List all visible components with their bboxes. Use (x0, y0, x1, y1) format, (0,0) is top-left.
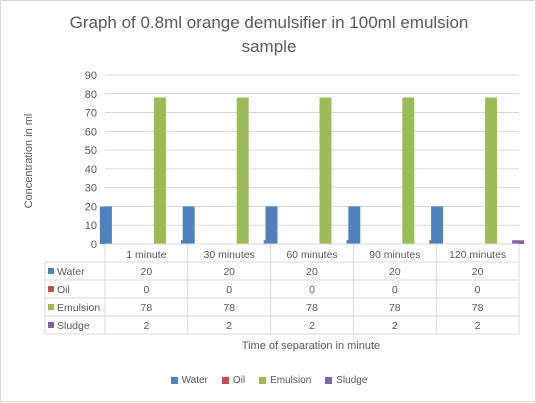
y-tick-label: 40 (85, 164, 97, 176)
y-tick-label: 70 (85, 108, 97, 120)
bar-emulsion (485, 97, 498, 245)
legend-swatch (170, 377, 178, 384)
table-row-label: Emulsion (57, 302, 100, 314)
x-tick-label: 120 minutes (449, 249, 506, 261)
table-cell-value: 20 (472, 266, 484, 278)
table-cell-value: 2 (475, 320, 481, 332)
table-cell-value: 0 (309, 284, 315, 296)
legend-label: Water (181, 375, 208, 386)
bar-water (265, 206, 278, 244)
table-cell-value: 78 (389, 302, 401, 314)
legend-label: Oil (232, 375, 246, 386)
x-tick-label: 30 minutes (204, 249, 255, 261)
y-tick-label: 10 (85, 220, 97, 232)
bar-sludge (512, 240, 525, 244)
bar-water (99, 206, 112, 244)
table-cell-value: 20 (306, 266, 318, 278)
legend-item-water: Water (170, 375, 208, 386)
table-cell-value: 20 (223, 266, 235, 278)
table-swatch-water (48, 268, 54, 274)
bar-emulsion (319, 97, 332, 245)
table-cell-value: 0 (226, 284, 232, 296)
y-tick-label: 20 (85, 201, 97, 213)
bar-emulsion (402, 97, 415, 245)
table-swatch-oil (48, 286, 54, 292)
table-cell-value: 2 (309, 320, 315, 332)
bar-emulsion (236, 97, 249, 245)
table-cell-value: 78 (306, 302, 318, 314)
y-tick-label: 60 (85, 126, 97, 138)
x-tick-label: 60 minutes (286, 249, 337, 261)
y-tick-label: 50 (85, 145, 97, 157)
legend-label: Emulsion (270, 375, 312, 386)
legend: Water Oil Emulsion Sludge (1, 375, 536, 386)
legend-item-emulsion: Emulsion (259, 375, 311, 386)
table-row-label: Water (57, 266, 85, 278)
bar-emulsion (153, 97, 166, 245)
table-cell-value: 20 (389, 266, 401, 278)
legend-swatch (259, 377, 267, 384)
legend-swatch (325, 377, 333, 384)
table-swatch-sludge (48, 322, 54, 328)
bar-water (182, 206, 195, 244)
table-row-label: Sludge (57, 320, 90, 332)
legend-label: Sludge (336, 375, 368, 386)
y-tick-label: 80 (85, 89, 97, 101)
legend-item-sludge: Sludge (325, 375, 367, 386)
x-tick-label: 1 minute (126, 249, 166, 261)
bar-water (431, 206, 444, 244)
bar-water (348, 206, 361, 244)
table-cell-value: 2 (143, 320, 149, 332)
chart-title: Graph of 0.8ml orange demulsifier in 100… (69, 13, 469, 56)
legend-swatch (221, 377, 229, 384)
table-row-label: Oil (57, 284, 70, 296)
y-tick-label: 30 (85, 183, 97, 195)
table-cell-value: 2 (226, 320, 232, 332)
table-cell-value: 2 (392, 320, 398, 332)
table-swatch-emulsion (48, 304, 54, 310)
table-cell-value: 78 (472, 302, 484, 314)
table-cell-value: 0 (475, 284, 481, 296)
table-cell-value: 0 (143, 284, 149, 296)
table-cell-value: 0 (392, 284, 398, 296)
table-cell-value: 78 (223, 302, 235, 314)
y-tick-label: 0 (91, 239, 97, 251)
table-cell-value: 20 (141, 266, 153, 278)
table-cell-value: 78 (141, 302, 153, 314)
legend-item-oil: Oil (221, 375, 246, 386)
x-tick-label: 90 minutes (369, 249, 420, 261)
x-axis-label: Time of separation in minute (241, 340, 381, 352)
y-tick-label: 90 (85, 70, 97, 82)
